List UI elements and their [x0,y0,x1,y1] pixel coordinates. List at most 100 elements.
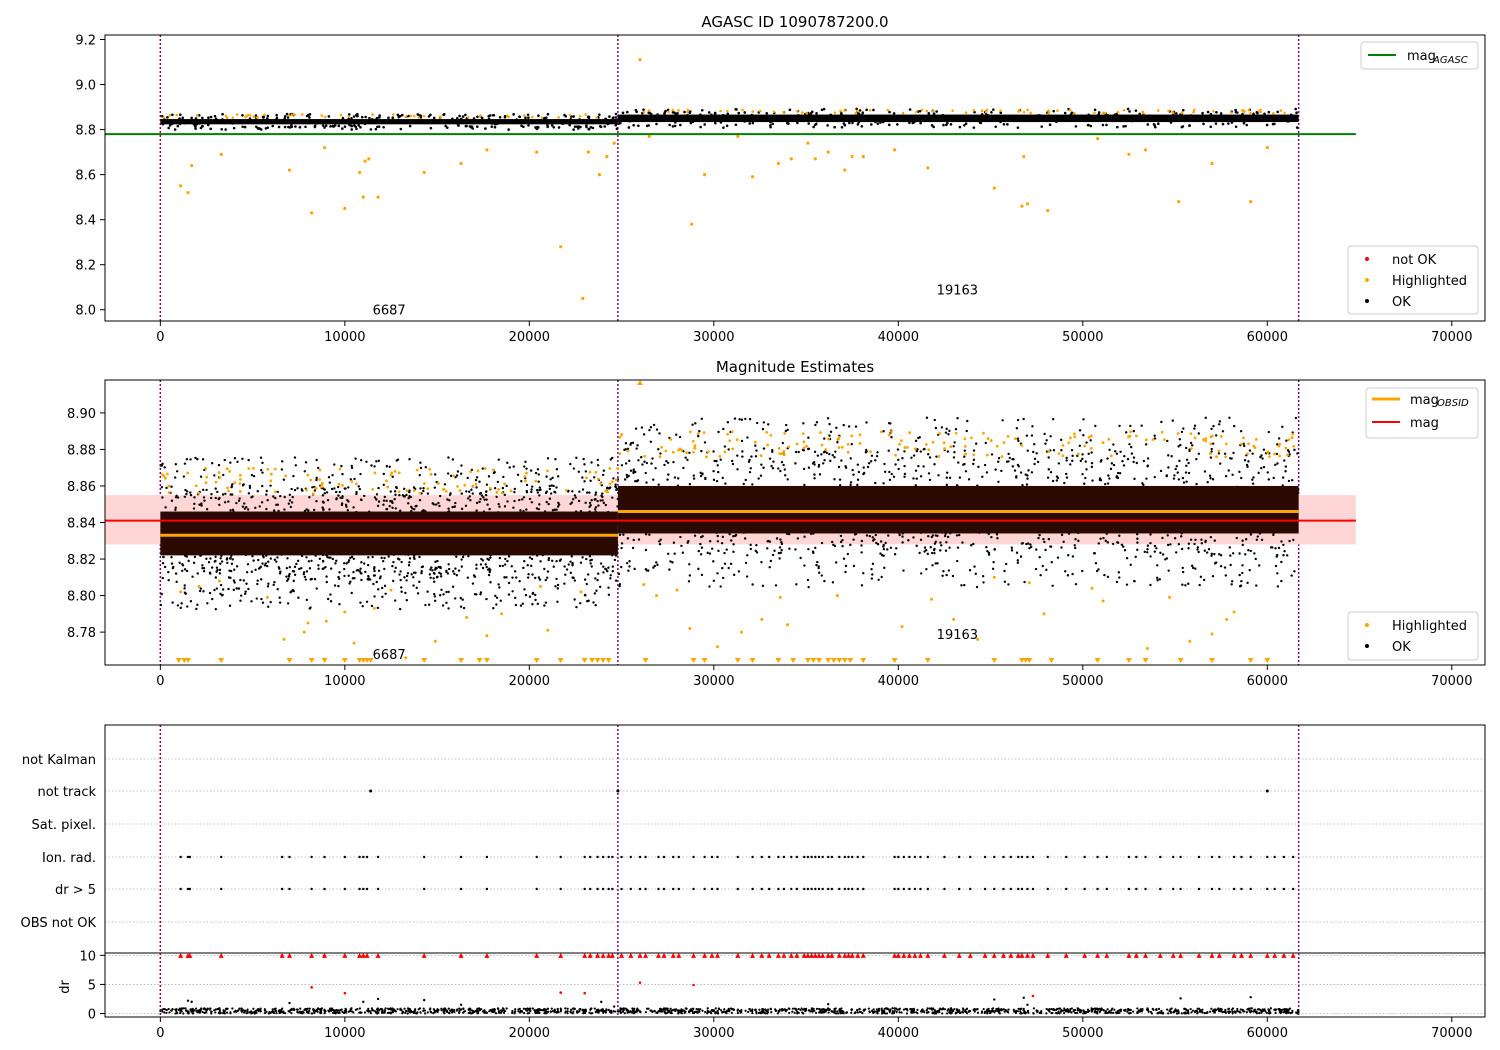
ok-point [412,576,415,579]
ok-point [1240,476,1243,480]
dr-point [721,1011,724,1014]
ok-point [510,565,513,568]
ok-point [957,461,960,464]
dr-point [1167,1012,1170,1015]
ok-point [728,532,731,536]
dr-gt-5-point [1172,887,1175,891]
ok-point [189,493,193,497]
dr-point [1274,1011,1277,1015]
legend-box [1360,41,1479,70]
dr-point [168,1011,171,1014]
highlighted-point [1283,111,1286,115]
ok-point [1097,113,1101,116]
ok-point [475,125,479,128]
ok-point [306,121,310,125]
ok-point [882,482,885,485]
ok-point [887,115,890,119]
ok-point [391,116,395,120]
ion-rad-point [777,855,780,859]
ok-point [1007,460,1010,463]
ok-point [1187,461,1190,465]
ok-point [743,120,746,123]
ok-point [383,495,387,499]
ok-point [1231,552,1235,555]
ok-point [973,565,976,568]
ok-point [826,417,830,420]
ok-point [986,549,989,553]
highlighted-point [1292,444,1296,448]
ok-point [870,577,874,580]
ok-point [258,505,261,508]
ok-point [715,479,719,483]
ok-point [948,476,952,480]
ok-point [815,421,819,424]
ok-point [992,108,995,111]
ok-point [1143,550,1146,554]
ok-point [844,466,848,469]
ok-point [1181,566,1184,570]
ok-point [831,581,835,584]
highlighted-point [339,113,343,117]
ok-point [382,472,386,476]
ok-point [1031,425,1034,428]
ok-point [712,478,716,482]
ok-point [569,560,572,563]
ion-rad-point [310,855,313,859]
ok-point [214,559,217,563]
ok-point [481,559,485,562]
ok-point [334,490,338,494]
dr-gt-5-point [1197,887,1201,891]
highlighted-point [269,472,273,476]
ok-point [371,118,375,122]
highlighted-point [985,108,989,112]
ok-point [693,115,697,119]
dr-point [419,1011,422,1014]
ok-point [632,538,635,542]
ok-point [1230,457,1233,460]
dr-point [1072,1010,1075,1013]
ok-point [581,476,584,479]
ok-point [416,113,420,116]
ok-point [478,500,481,504]
ok-point [199,475,203,478]
ok-point [960,119,964,122]
ok-point [380,556,383,560]
ok-point [1144,443,1148,446]
ok-point [883,462,886,466]
ok-point [418,498,422,502]
highlighted-point [787,445,791,449]
ok-point [1045,119,1048,123]
ok-point [1224,574,1228,577]
ok-point [933,463,936,466]
dr-point [850,1011,853,1014]
ok-point [293,573,297,577]
ok-point [526,564,529,567]
dr-gt-5-point [220,887,223,891]
ok-point [479,563,483,566]
ok-point [290,121,294,125]
ok-point [321,494,325,497]
ion-rad-point [1105,855,1108,859]
ok-point [674,121,677,124]
ok-point [1016,559,1020,562]
ok-point [267,605,270,608]
highlighted-point [442,487,446,491]
ok-point [598,118,601,122]
ok-point [538,503,541,506]
ok-point [359,601,362,604]
highlighted-point [355,482,358,486]
ok-point [570,555,573,558]
ok-point [1035,452,1038,455]
highlighted-point [686,108,690,112]
ok-point [757,477,760,480]
ok-point [591,126,595,130]
dr-gt-5-point [601,887,605,891]
ok-point [511,576,514,579]
ok-point [700,449,703,453]
highlighted-point [579,590,583,594]
ion-rad-point [288,855,291,859]
highlighted-point [306,473,310,477]
ok-point [879,121,882,124]
ok-point [237,587,241,590]
ok-point [349,478,353,481]
